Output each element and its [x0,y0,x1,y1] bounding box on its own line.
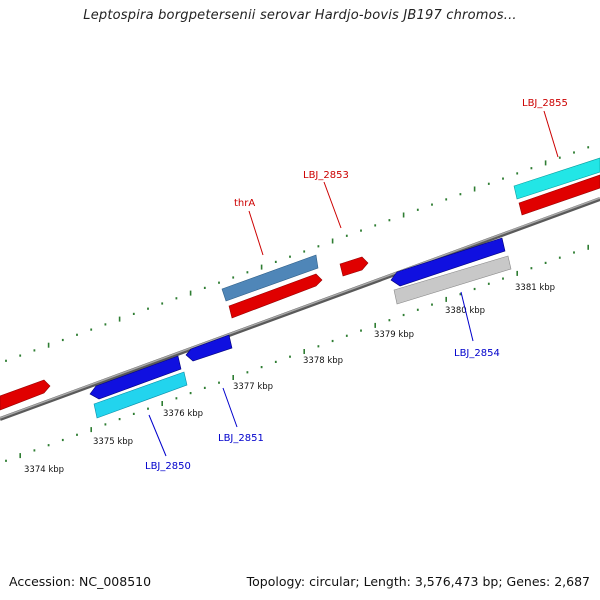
leader-line [222,387,238,428]
kbp-label: 3375 kbp [93,437,133,447]
kbp-labels: 3374 kbp 3375 kbp 3376 kbp 3377 kbp 3378… [24,283,555,475]
gene-feature-cyan[interactable] [93,371,188,419]
inner-tick-row [5,244,590,462]
gene-label[interactable]: LBJ_2850 [145,461,191,472]
gene-label[interactable]: LBJ_2853 [303,170,349,181]
features[interactable] [0,157,600,419]
gene-feature-forward[interactable] [0,379,51,411]
label-leaders [148,110,559,457]
leader-line [148,414,167,457]
kbp-label: 3377 kbp [233,382,273,392]
accession-label: Accession: NC_008510 [9,574,152,589]
gene-feature-forward[interactable] [518,174,600,216]
gene-feature-cyan[interactable] [513,157,600,200]
gene-label[interactable]: thrA [234,198,255,209]
gene-feature-gray[interactable] [393,255,512,305]
outer-tick-row [5,146,590,362]
kbp-label: 3374 kbp [24,465,64,475]
gene-label[interactable]: LBJ_2854 [454,348,500,359]
kbp-label: 3376 kbp [163,409,203,419]
kbp-label: 3381 kbp [515,283,555,293]
genome-summary: Topology: circular; Length: 3,576,473 bp… [246,574,590,589]
gene-feature-reverse[interactable] [89,355,182,400]
map-title: Leptospira borgpetersenii serovar Hardjo… [83,8,517,23]
gene-feature-forward[interactable] [339,256,369,277]
leader-line [460,291,474,342]
backbone [0,197,600,421]
kbp-label: 3379 kbp [374,330,414,340]
gene-feature-rna[interactable] [221,254,319,302]
kbp-label: 3380 kbp [445,306,485,316]
leader-line [543,110,559,158]
gene-feature-reverse[interactable] [185,334,233,362]
leader-line [323,181,342,229]
gene-labels: LBJ_2855 LBJ_2853 thrA LBJ_2854 LBJ_2851… [145,98,568,472]
gene-label[interactable]: LBJ_2855 [522,98,568,109]
gene-feature-forward[interactable] [228,273,323,319]
gene-feature-reverse[interactable] [390,237,506,287]
gene-label[interactable]: LBJ_2851 [218,433,264,444]
leader-line [248,210,264,256]
kbp-label: 3378 kbp [303,356,343,366]
